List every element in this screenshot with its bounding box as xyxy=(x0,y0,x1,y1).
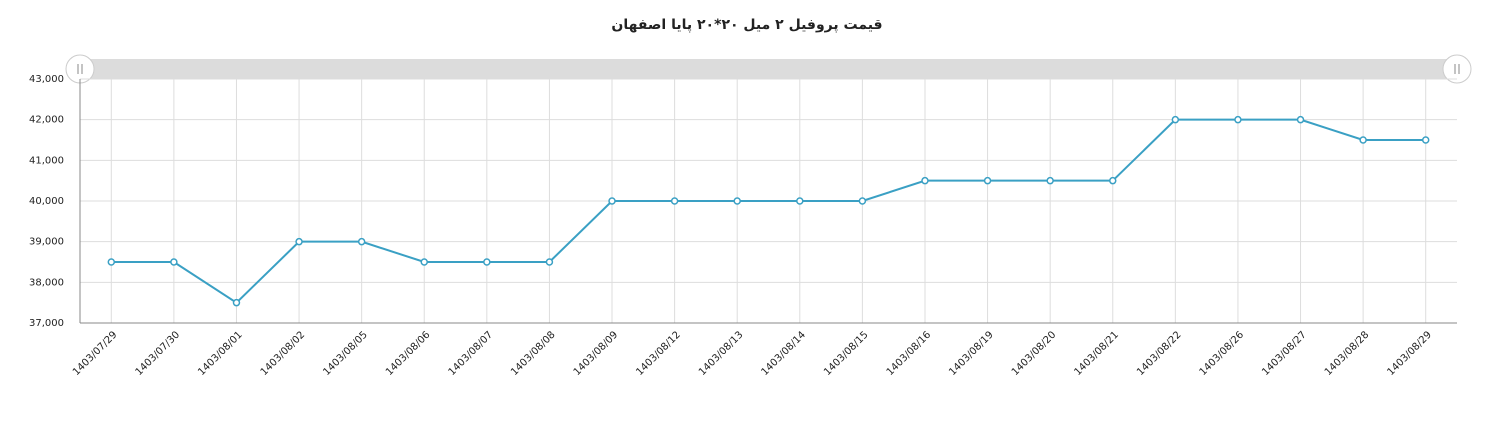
y-tick-label: 37,000 xyxy=(29,318,64,329)
x-tick-label: 1403/08/20 xyxy=(1010,329,1059,378)
point xyxy=(733,197,741,205)
point xyxy=(545,258,554,266)
point xyxy=(1109,176,1117,185)
point xyxy=(1171,115,1180,124)
point xyxy=(796,197,804,205)
point xyxy=(1359,136,1367,144)
x-tick-label: 1403/08/27 xyxy=(1260,329,1309,378)
x-tick-label: 1403/08/28 xyxy=(1323,329,1372,378)
scroll-handle-left[interactable] xyxy=(65,54,95,84)
point xyxy=(295,237,303,246)
point xyxy=(858,197,867,205)
x-tick-label: 1403/08/06 xyxy=(384,329,433,378)
x-tick-label: 1403/08/07 xyxy=(447,329,496,378)
x-tick-label: 1403/08/13 xyxy=(697,329,746,378)
x-tick-label: 1403/08/29 xyxy=(1385,329,1434,378)
x-tick-label: 1403/08/01 xyxy=(196,329,245,378)
y-tick-label: 43,000 xyxy=(29,74,64,85)
y-tick-label: 39,000 xyxy=(29,237,64,248)
x-tick-label: 1403/08/16 xyxy=(885,329,934,378)
point xyxy=(107,258,116,266)
x-tick-label: 1403/08/19 xyxy=(947,329,996,378)
x-tick-label: 1403/08/15 xyxy=(822,329,871,378)
x-tick-label: 1403/08/22 xyxy=(1135,329,1184,378)
y-tick-label: 42,000 xyxy=(29,115,64,126)
x-tick-label: 1403/08/05 xyxy=(321,329,370,378)
line xyxy=(111,118,1426,304)
point xyxy=(1234,115,1242,124)
point xyxy=(357,237,366,246)
scrollbar[interactable] xyxy=(80,59,1457,79)
y-tick-label: 40,000 xyxy=(29,196,64,207)
point xyxy=(983,176,992,185)
y-tick-label: 38,000 xyxy=(29,277,64,288)
point xyxy=(608,197,616,205)
point xyxy=(921,176,929,185)
point xyxy=(170,258,178,266)
x-tick-label: 1403/08/09 xyxy=(572,329,621,378)
point xyxy=(420,258,428,266)
point xyxy=(483,258,491,266)
x-tick-label: 1403/08/12 xyxy=(634,329,683,378)
point xyxy=(1296,115,1305,124)
x-tick-label: 1403/08/02 xyxy=(259,329,308,378)
y-tick-label: 41,000 xyxy=(29,155,64,166)
point xyxy=(1046,176,1054,185)
x-tick-label: 1403/07/29 xyxy=(71,329,120,378)
x-tick-label: 1403/08/14 xyxy=(760,329,809,378)
chart-title: قیمت پروفیل ۲ میل ۲۰*۲۰ پایا اصفهان xyxy=(611,17,882,33)
point xyxy=(1421,136,1430,144)
scroll-handle-right[interactable] xyxy=(1442,54,1472,84)
point xyxy=(670,197,679,205)
x-tick-label: 1403/08/26 xyxy=(1198,329,1247,378)
x-tick-label: 1403/08/21 xyxy=(1072,329,1121,378)
x-tick-label: 1403/08/08 xyxy=(509,329,558,378)
point xyxy=(232,298,241,307)
x-tick-label: 1403/07/30 xyxy=(134,329,183,378)
